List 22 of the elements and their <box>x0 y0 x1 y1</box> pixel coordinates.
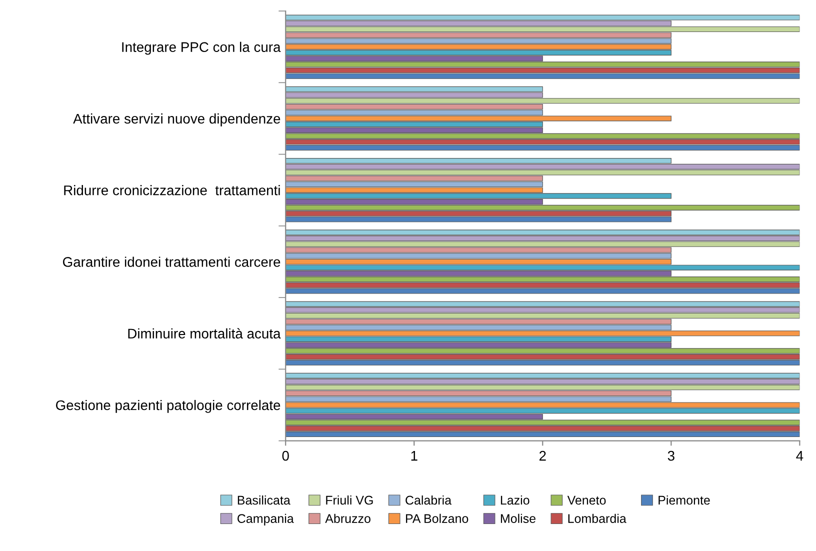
legend-label: Piemonte <box>658 495 710 505</box>
y-tick-label: Garantire idonei trattamenti carcere <box>62 256 280 267</box>
legend-label: PA Bolzano <box>406 514 468 523</box>
y-tick-label: Gestione pazienti patologie correlate <box>56 400 280 413</box>
x-tick-label: 0 <box>282 450 289 461</box>
legend-label: Lombardia <box>568 514 626 523</box>
x-tick-label: 3 <box>668 450 674 461</box>
y-tick-label: Diminuire mortalità acuta <box>128 328 281 339</box>
legend-label: Campania <box>238 514 294 526</box>
legend-label: Calabria <box>406 495 452 505</box>
x-tick-label: 1 <box>411 451 418 461</box>
legend-label: Friuli VG <box>326 495 373 505</box>
y-tick-label: Attivare servizi nuove dipendenze <box>73 113 280 126</box>
legend-label: Veneto <box>567 496 606 505</box>
y-tick-label: Integrare PPC con la cura <box>122 42 281 55</box>
legend-label: Basilicata <box>238 495 290 505</box>
x-tick-label: 2 <box>539 450 546 461</box>
legend-label: Molise <box>500 514 536 523</box>
y-tick-label: Ridurre cronicizzazione trattamenti <box>64 185 280 196</box>
legend-label: Lazio <box>500 495 530 505</box>
x-tick-label: 4 <box>796 451 804 461</box>
legend-label: Abruzzo <box>325 514 370 523</box>
